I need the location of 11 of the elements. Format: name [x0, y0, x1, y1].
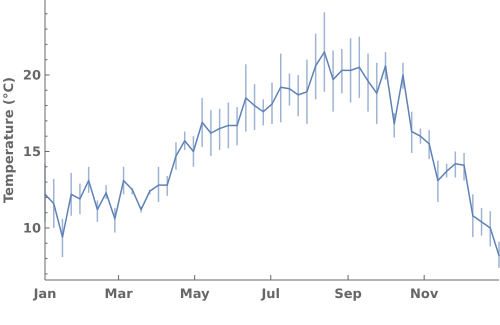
y-tick-label: 10 — [22, 222, 41, 237]
y-tick-label: 20 — [22, 68, 41, 84]
x-tick-label: Mar — [104, 287, 134, 302]
x-tick-label: May — [180, 287, 210, 302]
x-tick-label: Nov — [410, 287, 439, 302]
y-axis-title: Temperature (°C) — [2, 77, 17, 203]
y-tick-label: 15 — [22, 145, 41, 160]
x-tick-label: Jan — [32, 287, 56, 302]
line-series — [44, 51, 500, 256]
x-tick-label: Jul — [260, 287, 280, 302]
x-tick-label: Sep — [334, 287, 362, 302]
